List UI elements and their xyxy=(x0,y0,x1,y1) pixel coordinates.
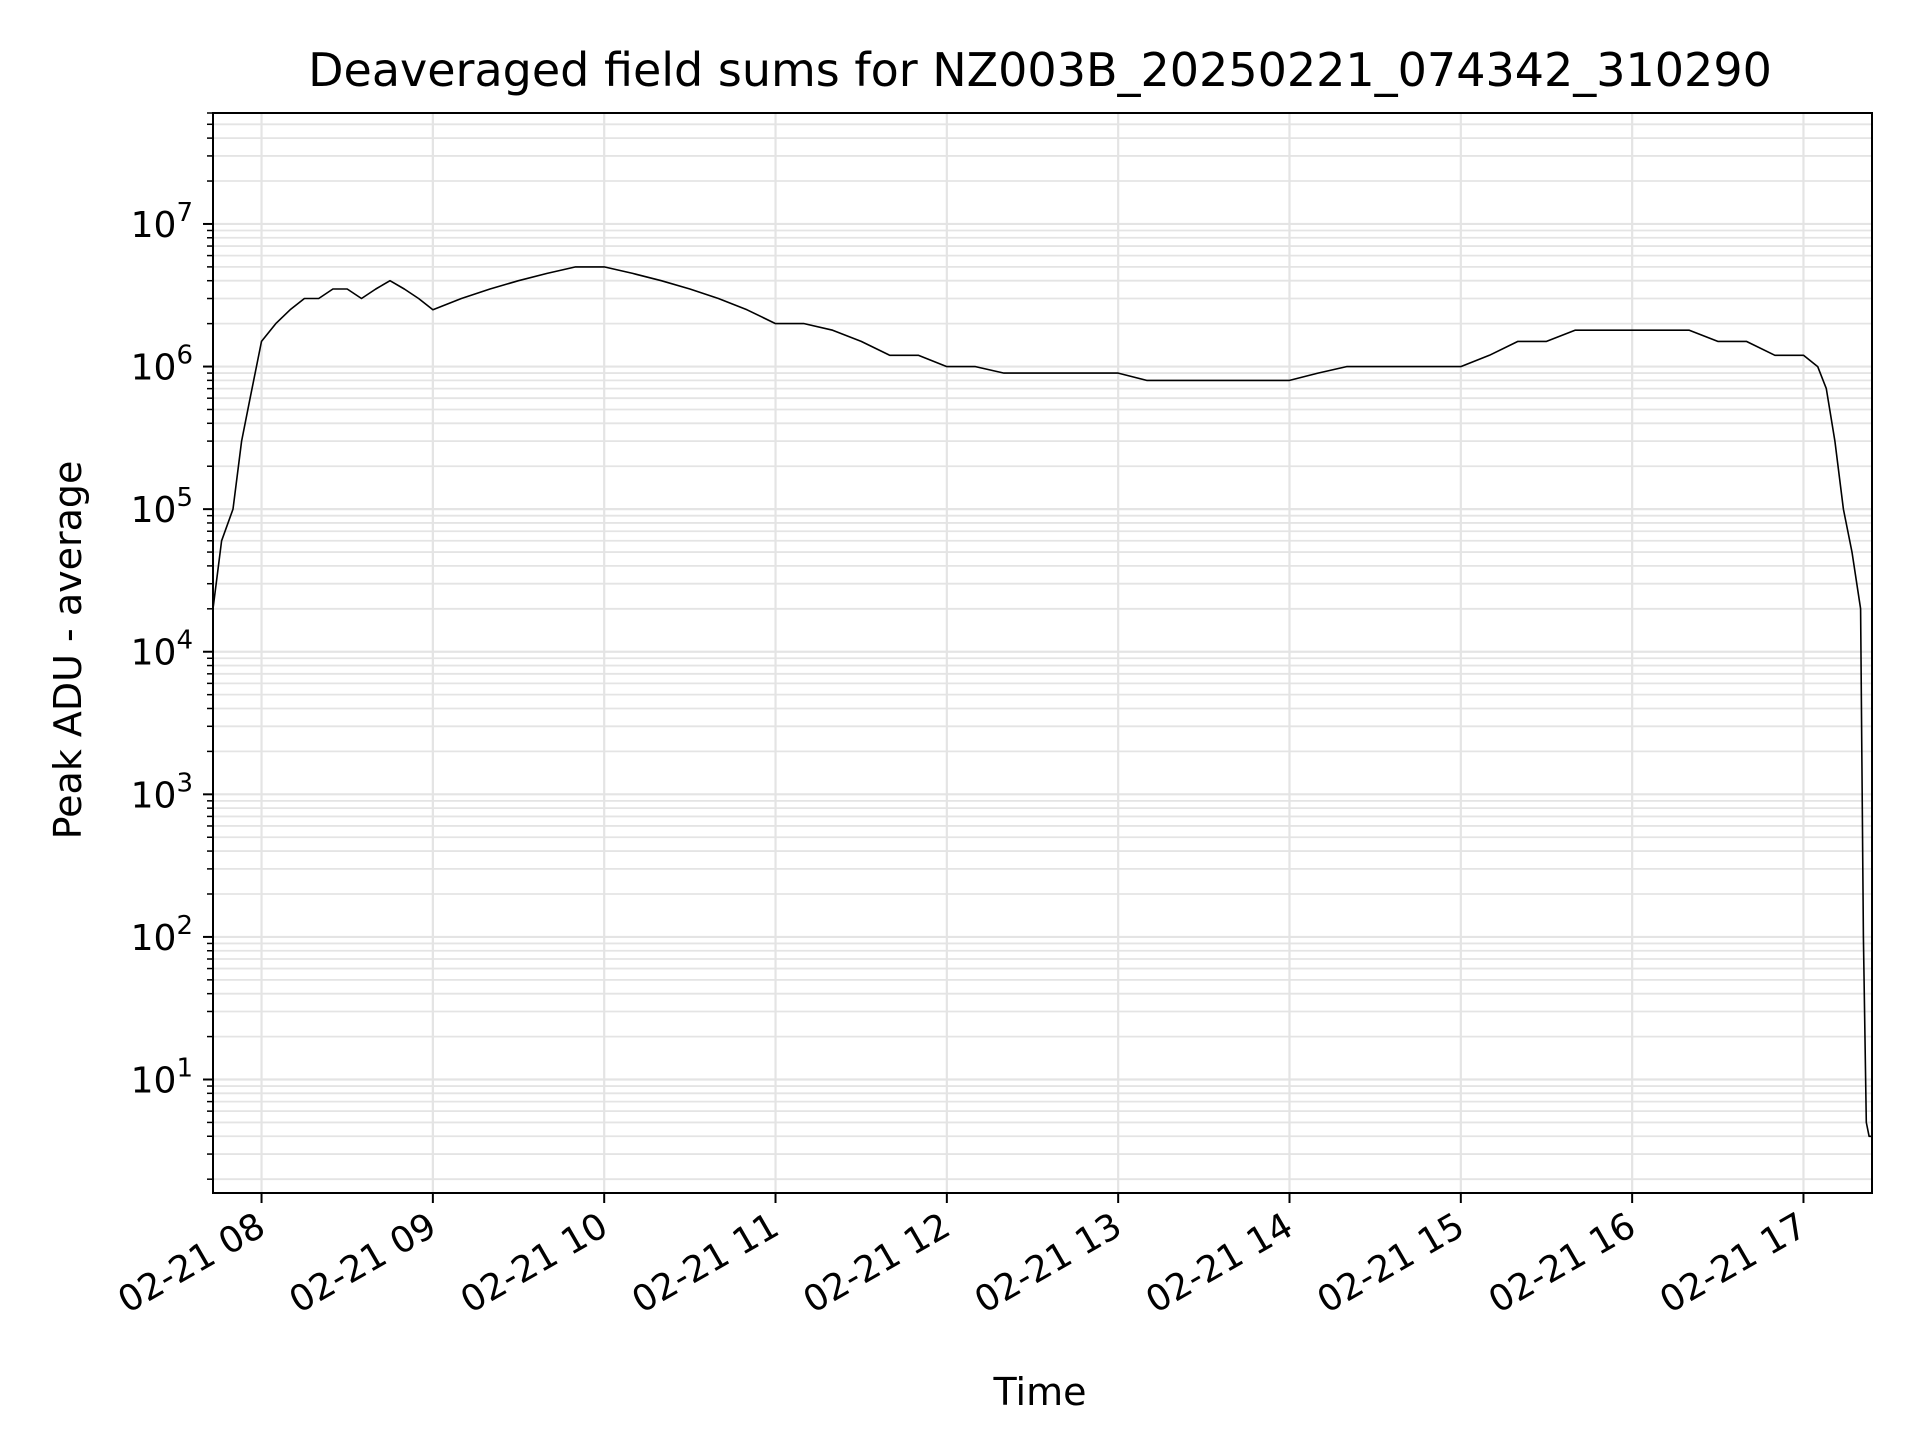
chart-title: Deaveraged field sums for NZ003B_2025022… xyxy=(308,43,1772,97)
series-layer xyxy=(212,266,1872,1138)
series-line xyxy=(212,266,1872,1138)
x-axis-label: Time xyxy=(993,1370,1087,1414)
y-tick-label: 103 xyxy=(131,768,193,816)
grid-layer xyxy=(213,112,1872,1193)
y-tick-label: 104 xyxy=(131,626,193,674)
y-axis-label: Peak ADU - average xyxy=(46,461,90,840)
plot-frame xyxy=(212,112,1873,1194)
y-tick-label: 102 xyxy=(131,911,193,959)
y-tick-label: 107 xyxy=(131,198,193,246)
y-tick-label: 105 xyxy=(131,483,193,531)
y-tick-label: 101 xyxy=(131,1054,193,1102)
y-tick-label: 106 xyxy=(131,341,193,389)
